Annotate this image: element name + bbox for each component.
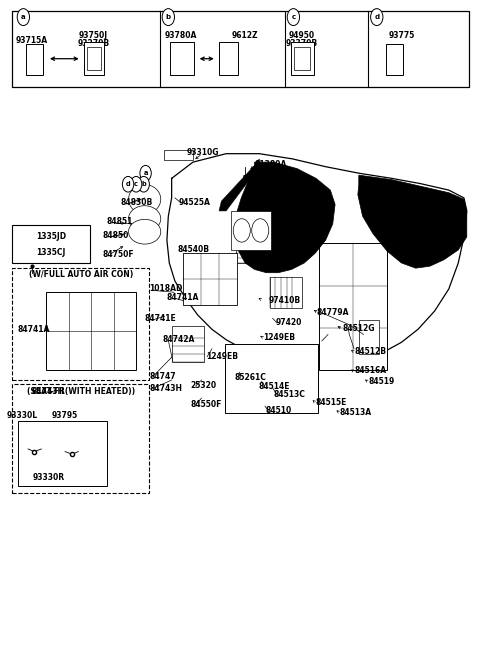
Ellipse shape	[129, 206, 161, 232]
Bar	[12, 225, 90, 263]
Text: d: d	[126, 181, 131, 187]
Text: (SEAT-FR(WITH HEATED)): (SEAT-FR(WITH HEATED))	[26, 386, 135, 396]
Text: 9612Z: 9612Z	[232, 31, 258, 40]
Text: 84512G: 84512G	[342, 324, 375, 333]
Text: 94525A: 94525A	[179, 198, 211, 207]
Circle shape	[17, 9, 29, 26]
Circle shape	[131, 176, 142, 192]
Text: 84514E: 84514E	[258, 382, 290, 391]
Bar	[26, 44, 43, 75]
Bar	[87, 47, 101, 70]
Bar	[319, 243, 387, 370]
Text: 97420: 97420	[276, 318, 302, 327]
Text: 84515E: 84515E	[315, 398, 347, 407]
Text: 84743H: 84743H	[149, 384, 182, 393]
Text: 97410B: 97410B	[269, 296, 301, 304]
Circle shape	[252, 218, 269, 242]
Text: 93795: 93795	[52, 411, 78, 420]
Bar	[291, 43, 314, 75]
Polygon shape	[219, 159, 259, 211]
Text: 84741A: 84741A	[18, 325, 50, 334]
Text: 84516A: 84516A	[354, 367, 386, 375]
Text: 84512B: 84512B	[354, 347, 386, 356]
Polygon shape	[358, 175, 467, 268]
Text: 93715A: 93715A	[16, 36, 48, 45]
Bar	[46, 292, 136, 370]
Text: 1335CJ: 1335CJ	[36, 248, 66, 257]
Text: 25320: 25320	[191, 381, 217, 390]
Text: 84851: 84851	[107, 218, 133, 226]
Text: (W/FULL AUTO AIR CON): (W/FULL AUTO AIR CON)	[28, 270, 133, 279]
Text: 84510: 84510	[265, 406, 292, 415]
Circle shape	[233, 218, 250, 242]
Text: c: c	[134, 181, 138, 187]
Text: b: b	[166, 14, 171, 20]
Text: 84750F: 84750F	[103, 250, 134, 259]
Text: 1249EB: 1249EB	[263, 333, 295, 342]
Circle shape	[140, 165, 151, 181]
Text: 1335JD: 1335JD	[36, 232, 66, 241]
Bar	[18, 421, 107, 486]
Text: 93310G: 93310G	[186, 148, 219, 157]
Text: 93330R: 93330R	[33, 473, 64, 482]
Text: 93750J: 93750J	[79, 31, 108, 40]
Bar	[219, 43, 238, 75]
Ellipse shape	[129, 219, 161, 244]
Bar	[182, 253, 237, 305]
Text: 84850: 84850	[103, 231, 129, 240]
Bar	[164, 150, 193, 160]
Circle shape	[138, 176, 149, 192]
Bar	[386, 44, 403, 75]
Bar	[12, 384, 149, 493]
Text: a: a	[21, 14, 25, 20]
Bar	[231, 211, 271, 250]
Circle shape	[122, 176, 134, 192]
Circle shape	[162, 9, 175, 26]
Bar	[359, 320, 379, 354]
Bar	[170, 43, 194, 75]
Text: 84540B: 84540B	[178, 245, 210, 254]
Text: 85261C: 85261C	[235, 373, 266, 382]
Bar	[225, 344, 318, 413]
Text: b: b	[142, 181, 146, 187]
Text: 93370B: 93370B	[286, 39, 318, 49]
Bar	[12, 268, 149, 380]
Text: 84830B: 84830B	[121, 198, 153, 207]
Bar	[236, 230, 270, 263]
Text: 84770M: 84770M	[252, 246, 287, 255]
Text: 84743H: 84743H	[32, 387, 65, 396]
Text: 1249EB: 1249EB	[206, 352, 238, 361]
Bar	[294, 47, 311, 70]
Text: 93775: 93775	[388, 31, 415, 40]
Bar	[84, 43, 104, 75]
Text: 93780A: 93780A	[165, 31, 197, 40]
Text: 81389A: 81389A	[254, 159, 287, 169]
Text: 94950: 94950	[289, 31, 315, 40]
Text: a: a	[144, 170, 148, 176]
Text: 84519: 84519	[368, 377, 395, 386]
Text: d: d	[374, 14, 379, 20]
Text: 84779A: 84779A	[316, 308, 348, 317]
Text: 84747: 84747	[149, 372, 176, 380]
Text: 84513A: 84513A	[340, 408, 372, 417]
Text: 93330L: 93330L	[7, 411, 38, 420]
Text: 84742A: 84742A	[162, 335, 194, 344]
Polygon shape	[235, 162, 335, 273]
Bar	[12, 10, 468, 87]
Ellipse shape	[129, 184, 161, 214]
Text: 84741A: 84741A	[167, 293, 199, 302]
Text: 84741E: 84741E	[144, 314, 176, 323]
Text: 84550F: 84550F	[191, 400, 222, 409]
Text: 84513C: 84513C	[274, 390, 305, 399]
Circle shape	[371, 9, 383, 26]
Bar	[172, 326, 204, 362]
Circle shape	[287, 9, 300, 26]
Text: 93270B: 93270B	[77, 39, 109, 49]
Text: 1018AD: 1018AD	[149, 285, 183, 293]
Text: c: c	[291, 14, 296, 20]
Bar	[270, 277, 302, 308]
